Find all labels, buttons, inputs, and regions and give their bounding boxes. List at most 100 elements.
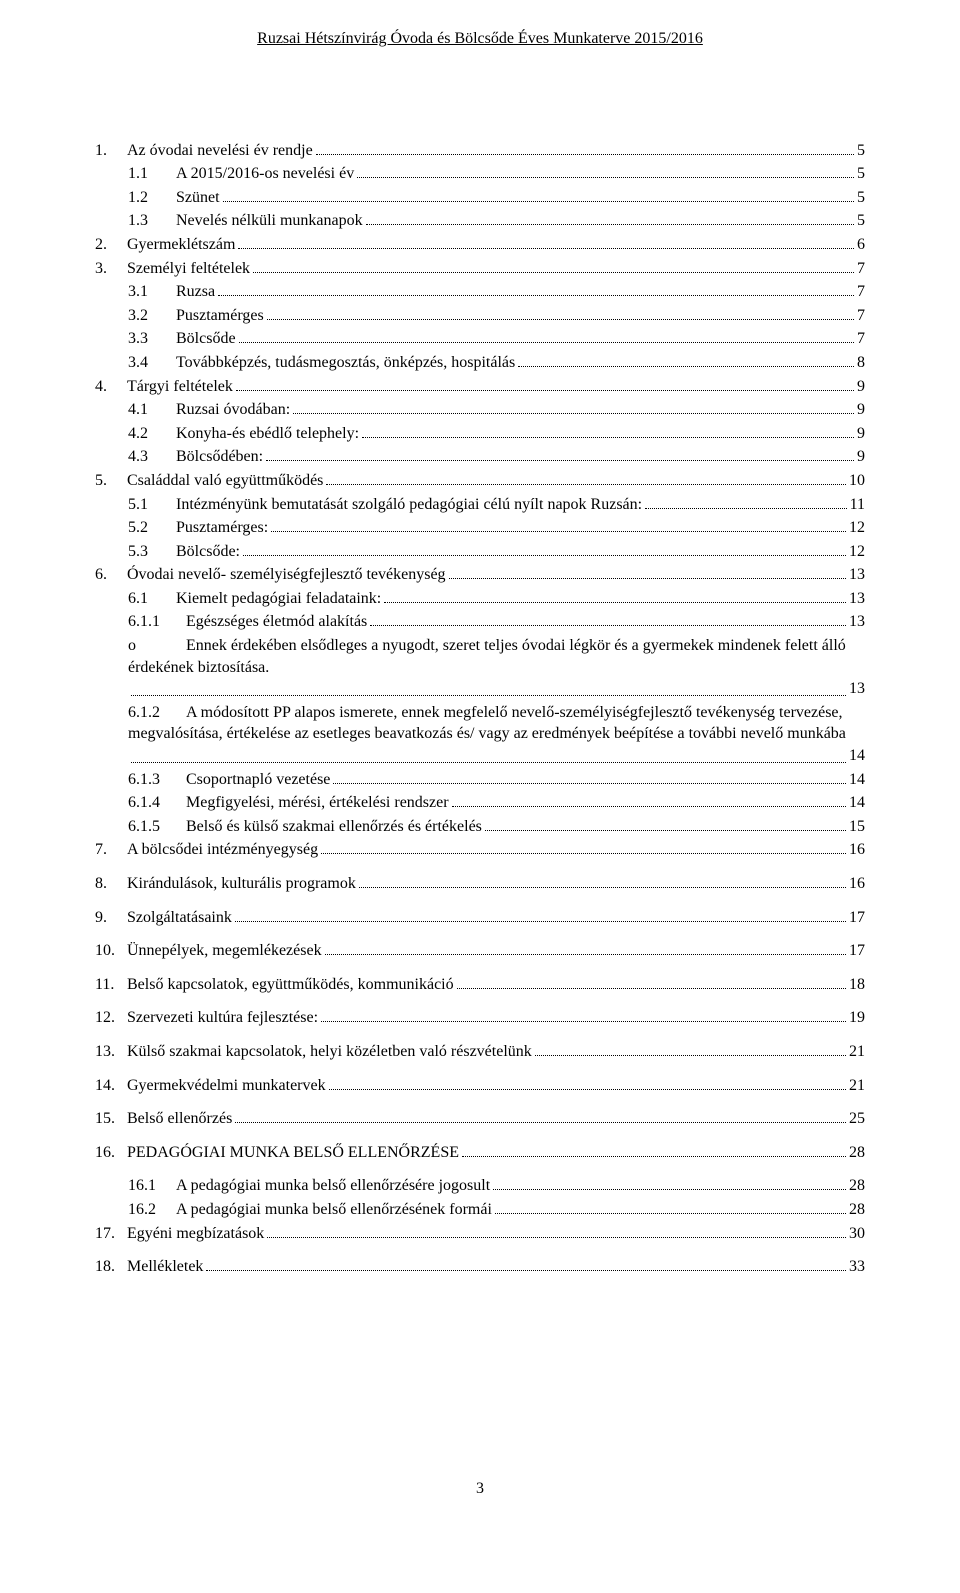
toc-page-number: 12 <box>849 517 865 539</box>
toc-leader-dots <box>238 248 854 249</box>
toc-entry: 1.2Szünet 5 <box>95 187 865 209</box>
toc-entry: 3.Személyi feltételek 7 <box>95 258 865 280</box>
toc-entry: 5.1Intézményünk bemutatását szolgáló ped… <box>95 494 865 516</box>
toc-page-number: 28 <box>849 1175 865 1197</box>
toc-title: Kirándulások, kulturális programok <box>127 873 356 895</box>
toc-page-number: 19 <box>849 1007 865 1029</box>
toc-entry: 4.3Bölcsődében: 9 <box>95 446 865 468</box>
toc-entry: 5.3Bölcsőde: 12 <box>95 541 865 563</box>
toc-entry: 6.1Kiemelt pedagógiai feladataink: 13 <box>95 588 865 610</box>
toc-entry: 4.Tárgyi feltételek 9 <box>95 376 865 398</box>
toc-number: 6.1.4 <box>128 792 186 814</box>
toc-number: 16.1 <box>128 1175 176 1197</box>
toc-page-number: 7 <box>857 281 865 303</box>
toc-leader-dots <box>253 272 854 273</box>
toc-leader-dots <box>321 853 846 854</box>
toc-title: Gyermekvédelmi munkatervek <box>127 1075 326 1097</box>
toc-entry: 4.1Ruzsai óvodában: 9 <box>95 399 865 421</box>
toc-title: Belső ellenőrzés <box>127 1108 232 1130</box>
toc-page-number: 13 <box>849 588 865 610</box>
toc-leader-dots <box>223 201 854 202</box>
table-of-contents: 1.Az óvodai nevelési év rendje 51.1A 201… <box>95 140 865 1278</box>
toc-leader-dots <box>452 806 846 807</box>
toc-title: Ünnepélyek, megemlékezések <box>127 940 322 962</box>
toc-page-number: 30 <box>849 1223 865 1245</box>
toc-number: 15. <box>95 1108 127 1130</box>
toc-entry: 6.1.1Egészséges életmód alakítás 13 <box>95 611 865 633</box>
toc-title: Bölcsőde <box>176 328 236 350</box>
toc-page-number: 7 <box>857 328 865 350</box>
toc-entry: 9.Szolgáltatásaink 17 <box>95 907 865 929</box>
toc-leader-dots <box>384 602 846 603</box>
toc-title: Pusztamérges <box>176 305 264 327</box>
toc-leader-dots <box>267 319 854 320</box>
toc-number: 1.3 <box>128 210 176 232</box>
toc-title: Megfigyelési, mérési, értékelési rendsze… <box>186 792 449 814</box>
toc-title: Szervezeti kultúra fejlesztése: <box>127 1007 318 1029</box>
toc-page-number: 7 <box>857 258 865 280</box>
toc-number: 3.4 <box>128 352 176 374</box>
toc-page-number: 7 <box>857 305 865 327</box>
toc-title: Kiemelt pedagógiai feladataink: <box>176 588 381 610</box>
toc-title: Egyéni megbízatások <box>127 1223 264 1245</box>
toc-title: Ennek érdekében elsődleges a nyugodt, sz… <box>128 637 846 676</box>
toc-leader-dots <box>366 224 854 225</box>
toc-entry: 16.2A pedagógiai munka belső ellenőrzésé… <box>95 1199 865 1221</box>
toc-number: 16. <box>95 1142 127 1164</box>
toc-page-number: 18 <box>849 974 865 996</box>
toc-title: Belső kapcsolatok, együttműködés, kommun… <box>127 974 454 996</box>
toc-page-number: 11 <box>850 494 865 516</box>
toc-title: Nevelés nélküli munkanapok <box>176 210 363 232</box>
toc-page-number: 9 <box>857 446 865 468</box>
toc-number: 3.1 <box>128 281 176 303</box>
toc-page-number: 25 <box>849 1108 865 1130</box>
toc-leader-dots <box>131 762 846 763</box>
toc-page-number: 15 <box>849 816 865 838</box>
toc-page-number: 17 <box>849 940 865 962</box>
toc-number: 4.2 <box>128 423 176 445</box>
toc-number: 10. <box>95 940 127 962</box>
toc-page-number: 5 <box>857 140 865 162</box>
toc-leader-dots <box>359 887 846 888</box>
toc-entry-paragraph: 6.1.2A módosított PP alapos ismerete, en… <box>95 702 865 767</box>
toc-number: 5.1 <box>128 494 176 516</box>
toc-entry: 3.3Bölcsőde 7 <box>95 328 865 350</box>
toc-page-number: 14 <box>849 745 865 767</box>
toc-title: Ruzsa <box>176 281 215 303</box>
toc-number: 5.2 <box>128 517 176 539</box>
toc-leader-dots <box>495 1213 846 1214</box>
toc-entry: 2.Gyermeklétszám 6 <box>95 234 865 256</box>
toc-entry: 6.1.4Megfigyelési, mérési, értékelési re… <box>95 792 865 814</box>
toc-title: Belső és külső szakmai ellenőrzés és ért… <box>186 816 482 838</box>
toc-leader-dots <box>321 1021 846 1022</box>
toc-entry: 16.PEDAGÓGIAI MUNKA BELSŐ ELLENŐRZÉSE 28 <box>95 1142 865 1164</box>
toc-title: Bölcsődében: <box>176 446 263 468</box>
toc-title: A bölcsődei intézményegység <box>127 839 318 861</box>
toc-entry: 3.1Ruzsa 7 <box>95 281 865 303</box>
toc-title: A 2015/2016-os nevelési év <box>176 163 354 185</box>
toc-page-number: 10 <box>849 470 865 492</box>
toc-title: Pusztamérges: <box>176 517 268 539</box>
toc-title: Tárgyi feltételek <box>127 376 233 398</box>
toc-leader-dots <box>271 531 846 532</box>
toc-page-number: 21 <box>849 1041 865 1063</box>
document-header: Ruzsai Hétszínvirág Óvoda és Bölcsőde Év… <box>95 28 865 50</box>
toc-leader-dots <box>239 342 854 343</box>
toc-entry: 6.1.5Belső és külső szakmai ellenőrzés é… <box>95 816 865 838</box>
toc-entry: 3.4Továbbképzés, tudásmegosztás, önképzé… <box>95 352 865 374</box>
toc-page-number: 13 <box>849 611 865 633</box>
toc-number: 13. <box>95 1041 127 1063</box>
toc-entry: 1.1A 2015/2016-os nevelési év 5 <box>95 163 865 185</box>
toc-number: 18. <box>95 1256 127 1278</box>
toc-leader-dots <box>267 1237 846 1238</box>
toc-page-number: 33 <box>849 1256 865 1278</box>
toc-leader-dots <box>325 954 846 955</box>
toc-leader-dots <box>457 988 846 989</box>
toc-number: 5.3 <box>128 541 176 563</box>
toc-title: Szolgáltatásaink <box>127 907 232 929</box>
toc-leader-dots <box>316 154 854 155</box>
toc-number: 1. <box>95 140 127 162</box>
toc-title: Egészséges életmód alakítás <box>186 611 367 633</box>
toc-page-number: 21 <box>849 1075 865 1097</box>
toc-title: Ruzsai óvodában: <box>176 399 290 421</box>
